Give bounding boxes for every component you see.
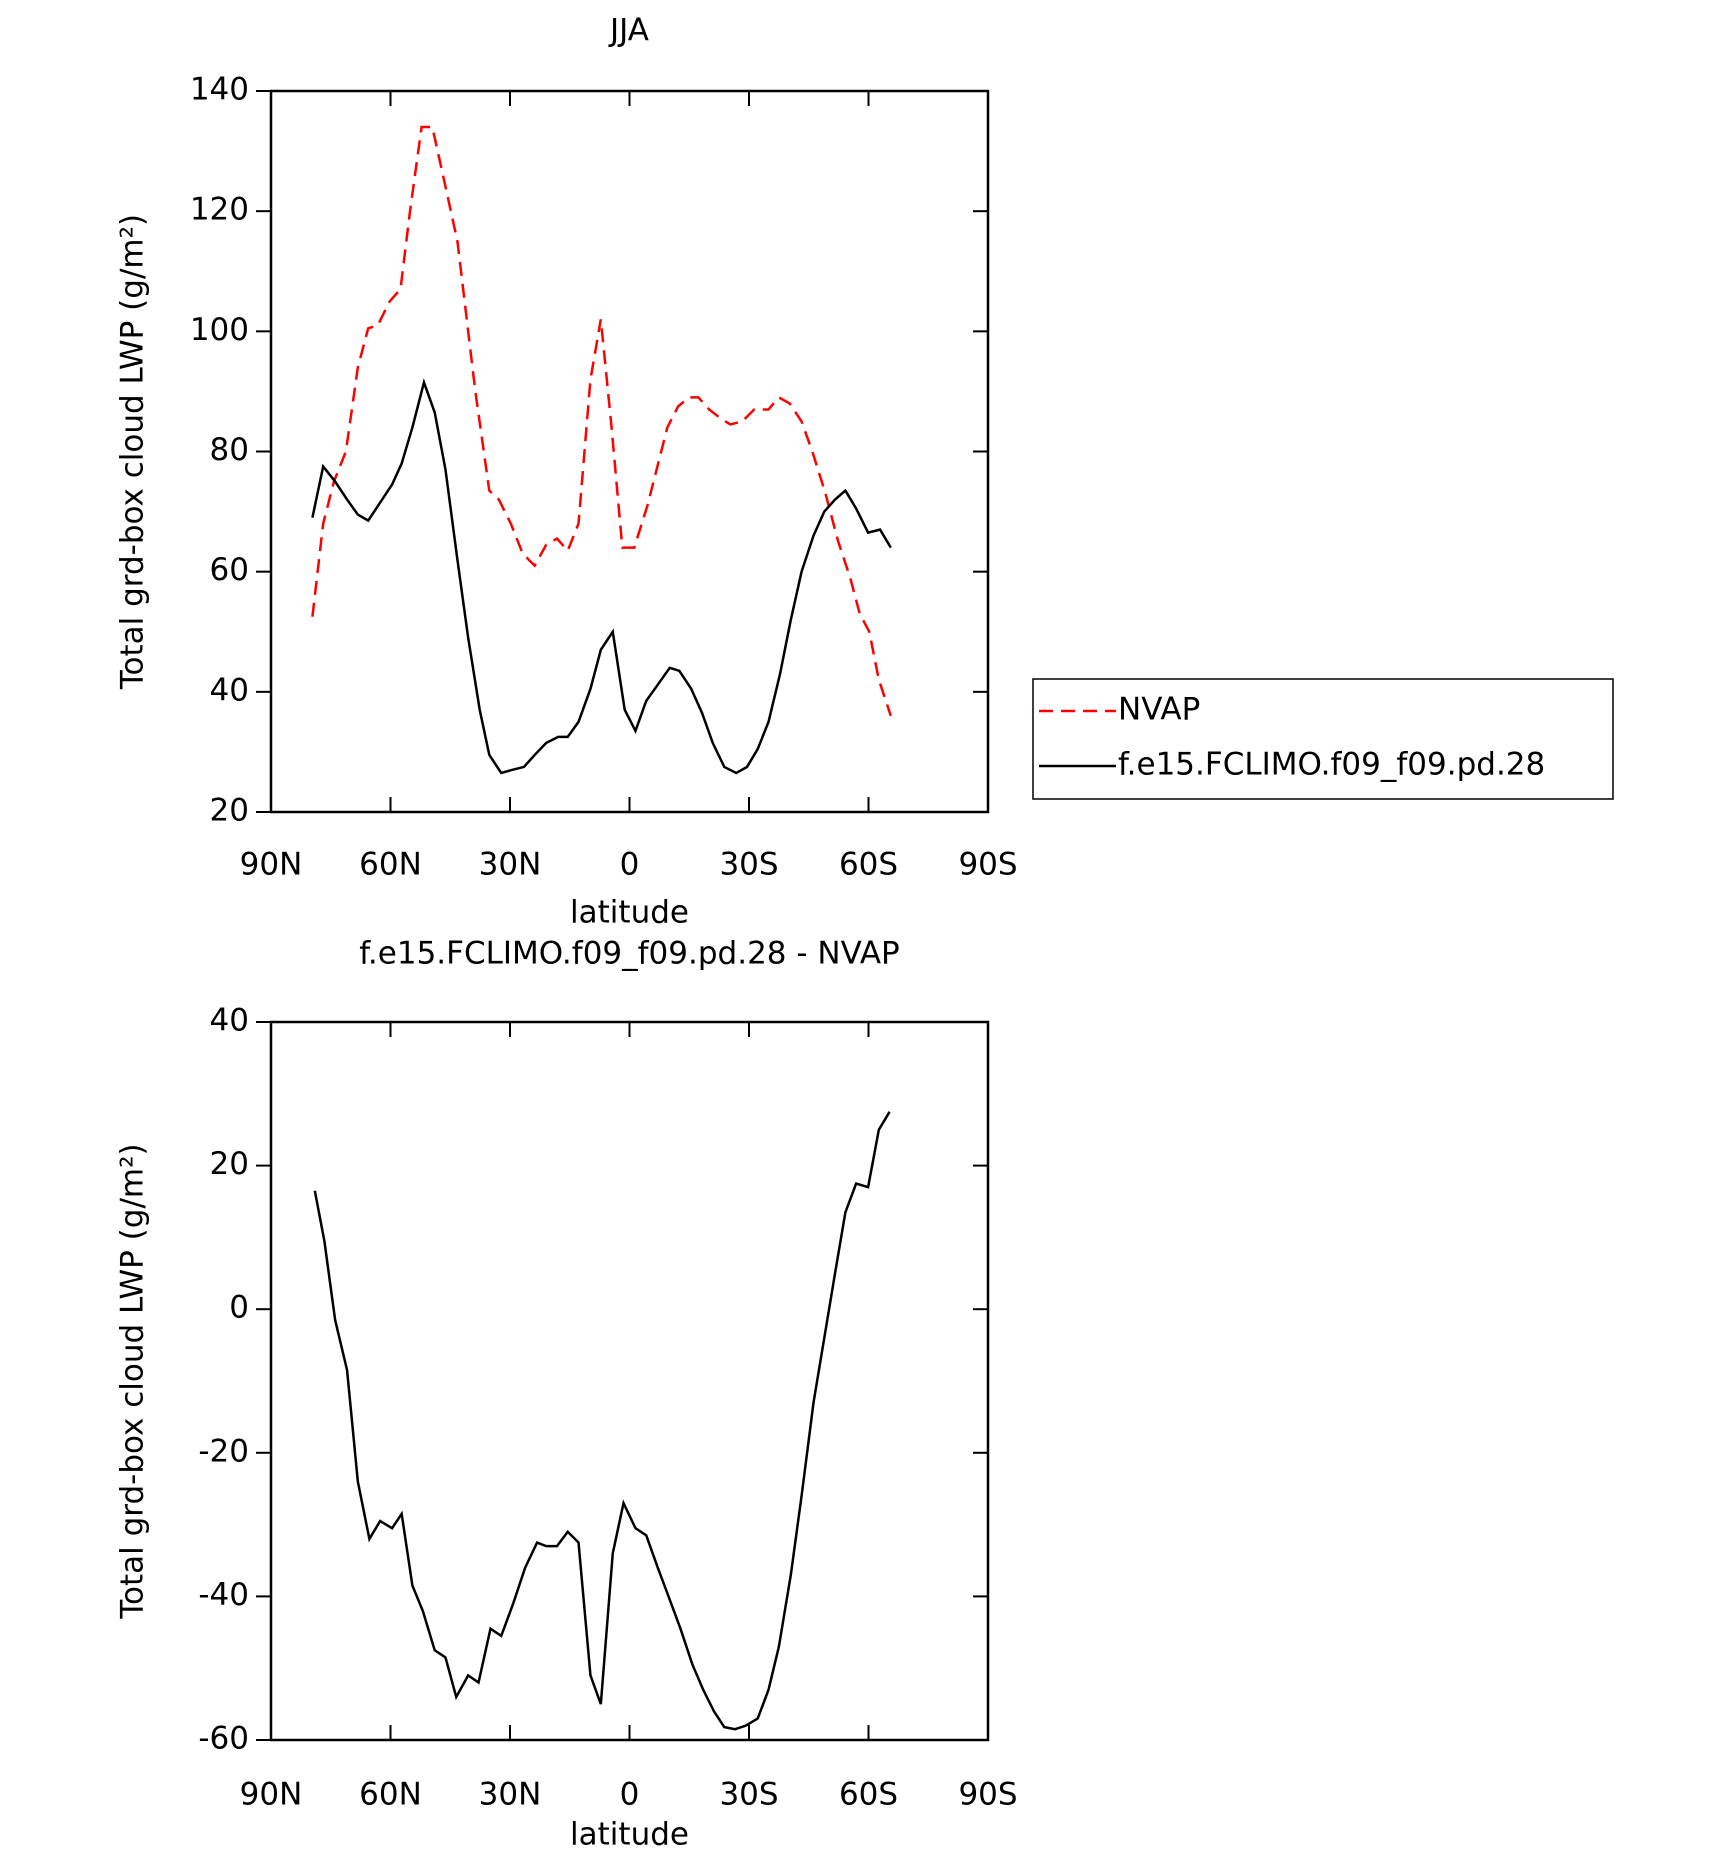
y-tick-label: -40 [198, 1577, 249, 1613]
y-tick-label: 40 [210, 672, 249, 708]
x-tick-label: 30S [719, 847, 778, 883]
y-axis-label: Total grd-box cloud LWP (g/m²) [115, 214, 151, 690]
x-tick-label: 60N [359, 847, 422, 883]
data-line [313, 1111, 891, 1731]
data-line [311, 125, 892, 717]
y-tick-label: 20 [210, 793, 249, 829]
y-tick-label: 100 [190, 312, 249, 348]
plot-frame [269, 89, 990, 814]
x-tick-label: 90N [240, 1777, 303, 1813]
x-tick-label: 30N [479, 847, 542, 883]
x-tick-label: 90S [958, 847, 1017, 883]
x-tick-label: 30N [479, 1777, 542, 1813]
y-tick-label: 0 [229, 1290, 249, 1326]
chart-title: f.e15.FCLIMO.f09_f09.pd.28 - NVAP [359, 936, 899, 972]
x-axis-label: latitude [570, 895, 689, 931]
legend-label: f.e15.FCLIMO.f09_f09.pd.28 [1118, 747, 1545, 783]
x-tick-label: 60S [839, 847, 898, 883]
y-tick-label: 80 [210, 432, 249, 468]
x-tick-label: 90S [958, 1777, 1017, 1813]
legend-label: NVAP [1118, 692, 1200, 728]
y-tick-label: -20 [198, 1433, 249, 1469]
y-tick-label: 60 [210, 552, 249, 588]
x-tick-label: 60S [839, 1777, 898, 1813]
y-tick-label: -60 [198, 1721, 249, 1757]
x-tick-label: 30S [719, 1777, 778, 1813]
y-tick-label: 20 [210, 1146, 249, 1182]
x-axis-label: latitude [570, 1817, 689, 1850]
y-axis-label: Total grd-box cloud LWP (g/m²) [115, 1143, 151, 1619]
y-tick-label: 140 [190, 72, 249, 108]
legend-box [1032, 678, 1614, 800]
x-tick-label: 0 [620, 1777, 640, 1813]
data-line [311, 378, 892, 775]
x-tick-label: 90N [240, 847, 303, 883]
x-tick-label: 60N [359, 1777, 422, 1813]
plot-frame [269, 1020, 990, 1742]
y-tick-label: 120 [190, 192, 249, 228]
x-tick-label: 0 [620, 847, 640, 883]
y-tick-label: 40 [210, 1003, 249, 1039]
chart-title: JJA [608, 13, 649, 49]
